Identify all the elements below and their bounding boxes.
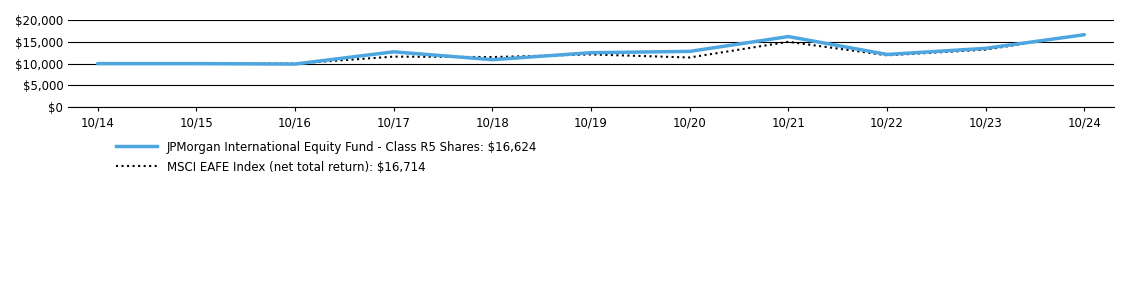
- Legend: JPMorgan International Equity Fund - Class R5 Shares: $16,624, MSCI EAFE Index (: JPMorgan International Equity Fund - Cla…: [116, 141, 537, 174]
